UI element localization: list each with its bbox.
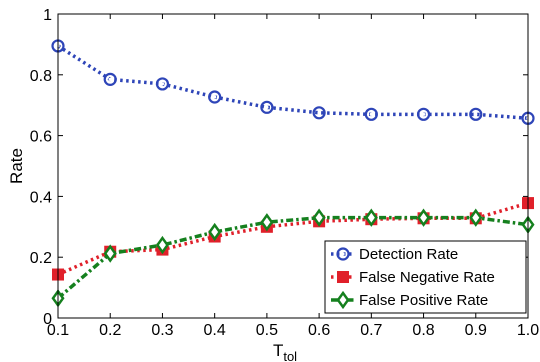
data-point bbox=[469, 208, 483, 227]
series-line bbox=[57, 44, 529, 121]
legend-item: False Negative Rate bbox=[331, 269, 495, 286]
legend: Detection Rate False Negative Rate False P… bbox=[324, 240, 527, 314]
x-axis-label: Ttol bbox=[273, 341, 297, 362]
x-tick-label: 0.9 bbox=[465, 322, 487, 339]
marker-diamond bbox=[103, 244, 117, 263]
data-point bbox=[208, 90, 222, 104]
data-point bbox=[312, 106, 326, 120]
marker-center bbox=[108, 77, 112, 81]
axis-labels: Rate Ttol bbox=[7, 148, 297, 362]
plot-frame bbox=[57, 13, 529, 319]
marker-diamond bbox=[260, 213, 274, 232]
x-tick-label: 0.7 bbox=[360, 322, 382, 339]
marker-diamond bbox=[312, 208, 326, 227]
marker-diamond bbox=[155, 235, 169, 255]
data-point bbox=[469, 107, 483, 121]
marker-ring bbox=[260, 100, 274, 114]
marker-ring bbox=[469, 107, 483, 121]
marker-center bbox=[265, 105, 269, 109]
marker-ring bbox=[103, 72, 117, 86]
data-point bbox=[260, 213, 274, 232]
marker-diamond bbox=[469, 208, 483, 227]
series-detection-rate bbox=[51, 39, 535, 125]
data-point bbox=[364, 208, 378, 227]
series-line bbox=[56, 215, 529, 300]
y-tick-label: 0 bbox=[43, 311, 52, 328]
x-tick-label: 0.5 bbox=[256, 322, 278, 339]
marker-ring bbox=[416, 107, 431, 121]
marker-center bbox=[213, 95, 217, 99]
legend-box bbox=[324, 240, 527, 314]
marker-diamond bbox=[364, 208, 378, 227]
legend-marker bbox=[336, 247, 350, 261]
x-tick-label: 0.6 bbox=[308, 322, 330, 339]
data-point bbox=[155, 77, 170, 91]
x-tick-label: 0.4 bbox=[204, 322, 226, 339]
data-point bbox=[260, 100, 274, 114]
series-line bbox=[57, 201, 529, 277]
marker-diamond bbox=[336, 290, 350, 310]
x-tick-label: 0.8 bbox=[412, 322, 434, 339]
legend-marker bbox=[336, 290, 350, 310]
marker-center bbox=[369, 112, 373, 116]
marker-ring bbox=[336, 247, 350, 261]
data-point bbox=[155, 235, 169, 255]
y-tick-label: 0.4 bbox=[30, 189, 52, 206]
marker-center bbox=[421, 112, 426, 116]
series-layer bbox=[51, 39, 535, 308]
x-tick-label: 0.1 bbox=[47, 322, 69, 339]
legend-label: Detection Rate bbox=[359, 246, 458, 263]
legend-item: Detection Rate bbox=[331, 246, 458, 263]
y-tick-label: 0.6 bbox=[30, 129, 52, 146]
legend-item: False Positive Rate bbox=[331, 290, 488, 310]
x-tick-label: 0.2 bbox=[99, 322, 121, 339]
marker-center bbox=[341, 252, 345, 256]
marker-diamond bbox=[208, 222, 222, 242]
data-point bbox=[208, 222, 222, 242]
x-axis-label-main: T bbox=[273, 341, 283, 360]
marker-ring bbox=[364, 107, 378, 121]
marker-ring bbox=[312, 106, 326, 120]
y-tick-label: 1 bbox=[43, 7, 52, 24]
marker-ring bbox=[208, 90, 222, 104]
y-tick-label: 0.2 bbox=[30, 250, 52, 267]
data-point bbox=[103, 244, 117, 263]
y-tick-label: 0.8 bbox=[30, 68, 52, 85]
marker-ring bbox=[155, 77, 170, 91]
legend-marker bbox=[337, 271, 349, 283]
data-point bbox=[416, 107, 431, 121]
data-point bbox=[364, 107, 378, 121]
data-point bbox=[417, 208, 431, 227]
marker-center bbox=[317, 111, 321, 115]
marker-diamond bbox=[417, 208, 431, 227]
series-false-positive-rate bbox=[51, 208, 535, 308]
marker-center bbox=[474, 112, 478, 116]
data-point bbox=[312, 208, 326, 227]
marker-center bbox=[160, 82, 165, 86]
ticks-layer: 0.1 0.2 0.3 0.4 0.5 0.6 0.7 0.8 0.9 1.0 0 0.2 0.4 0.6… bbox=[30, 7, 539, 339]
data-point bbox=[103, 72, 117, 86]
legend-label: False Negative Rate bbox=[359, 269, 495, 286]
y-axis-label: Rate bbox=[7, 148, 26, 184]
x-axis-label-subscript: tol bbox=[283, 349, 297, 362]
x-tick-label: 1.0 bbox=[517, 322, 539, 339]
legend-label: False Positive Rate bbox=[359, 292, 488, 309]
x-tick-label: 0.3 bbox=[151, 322, 173, 339]
